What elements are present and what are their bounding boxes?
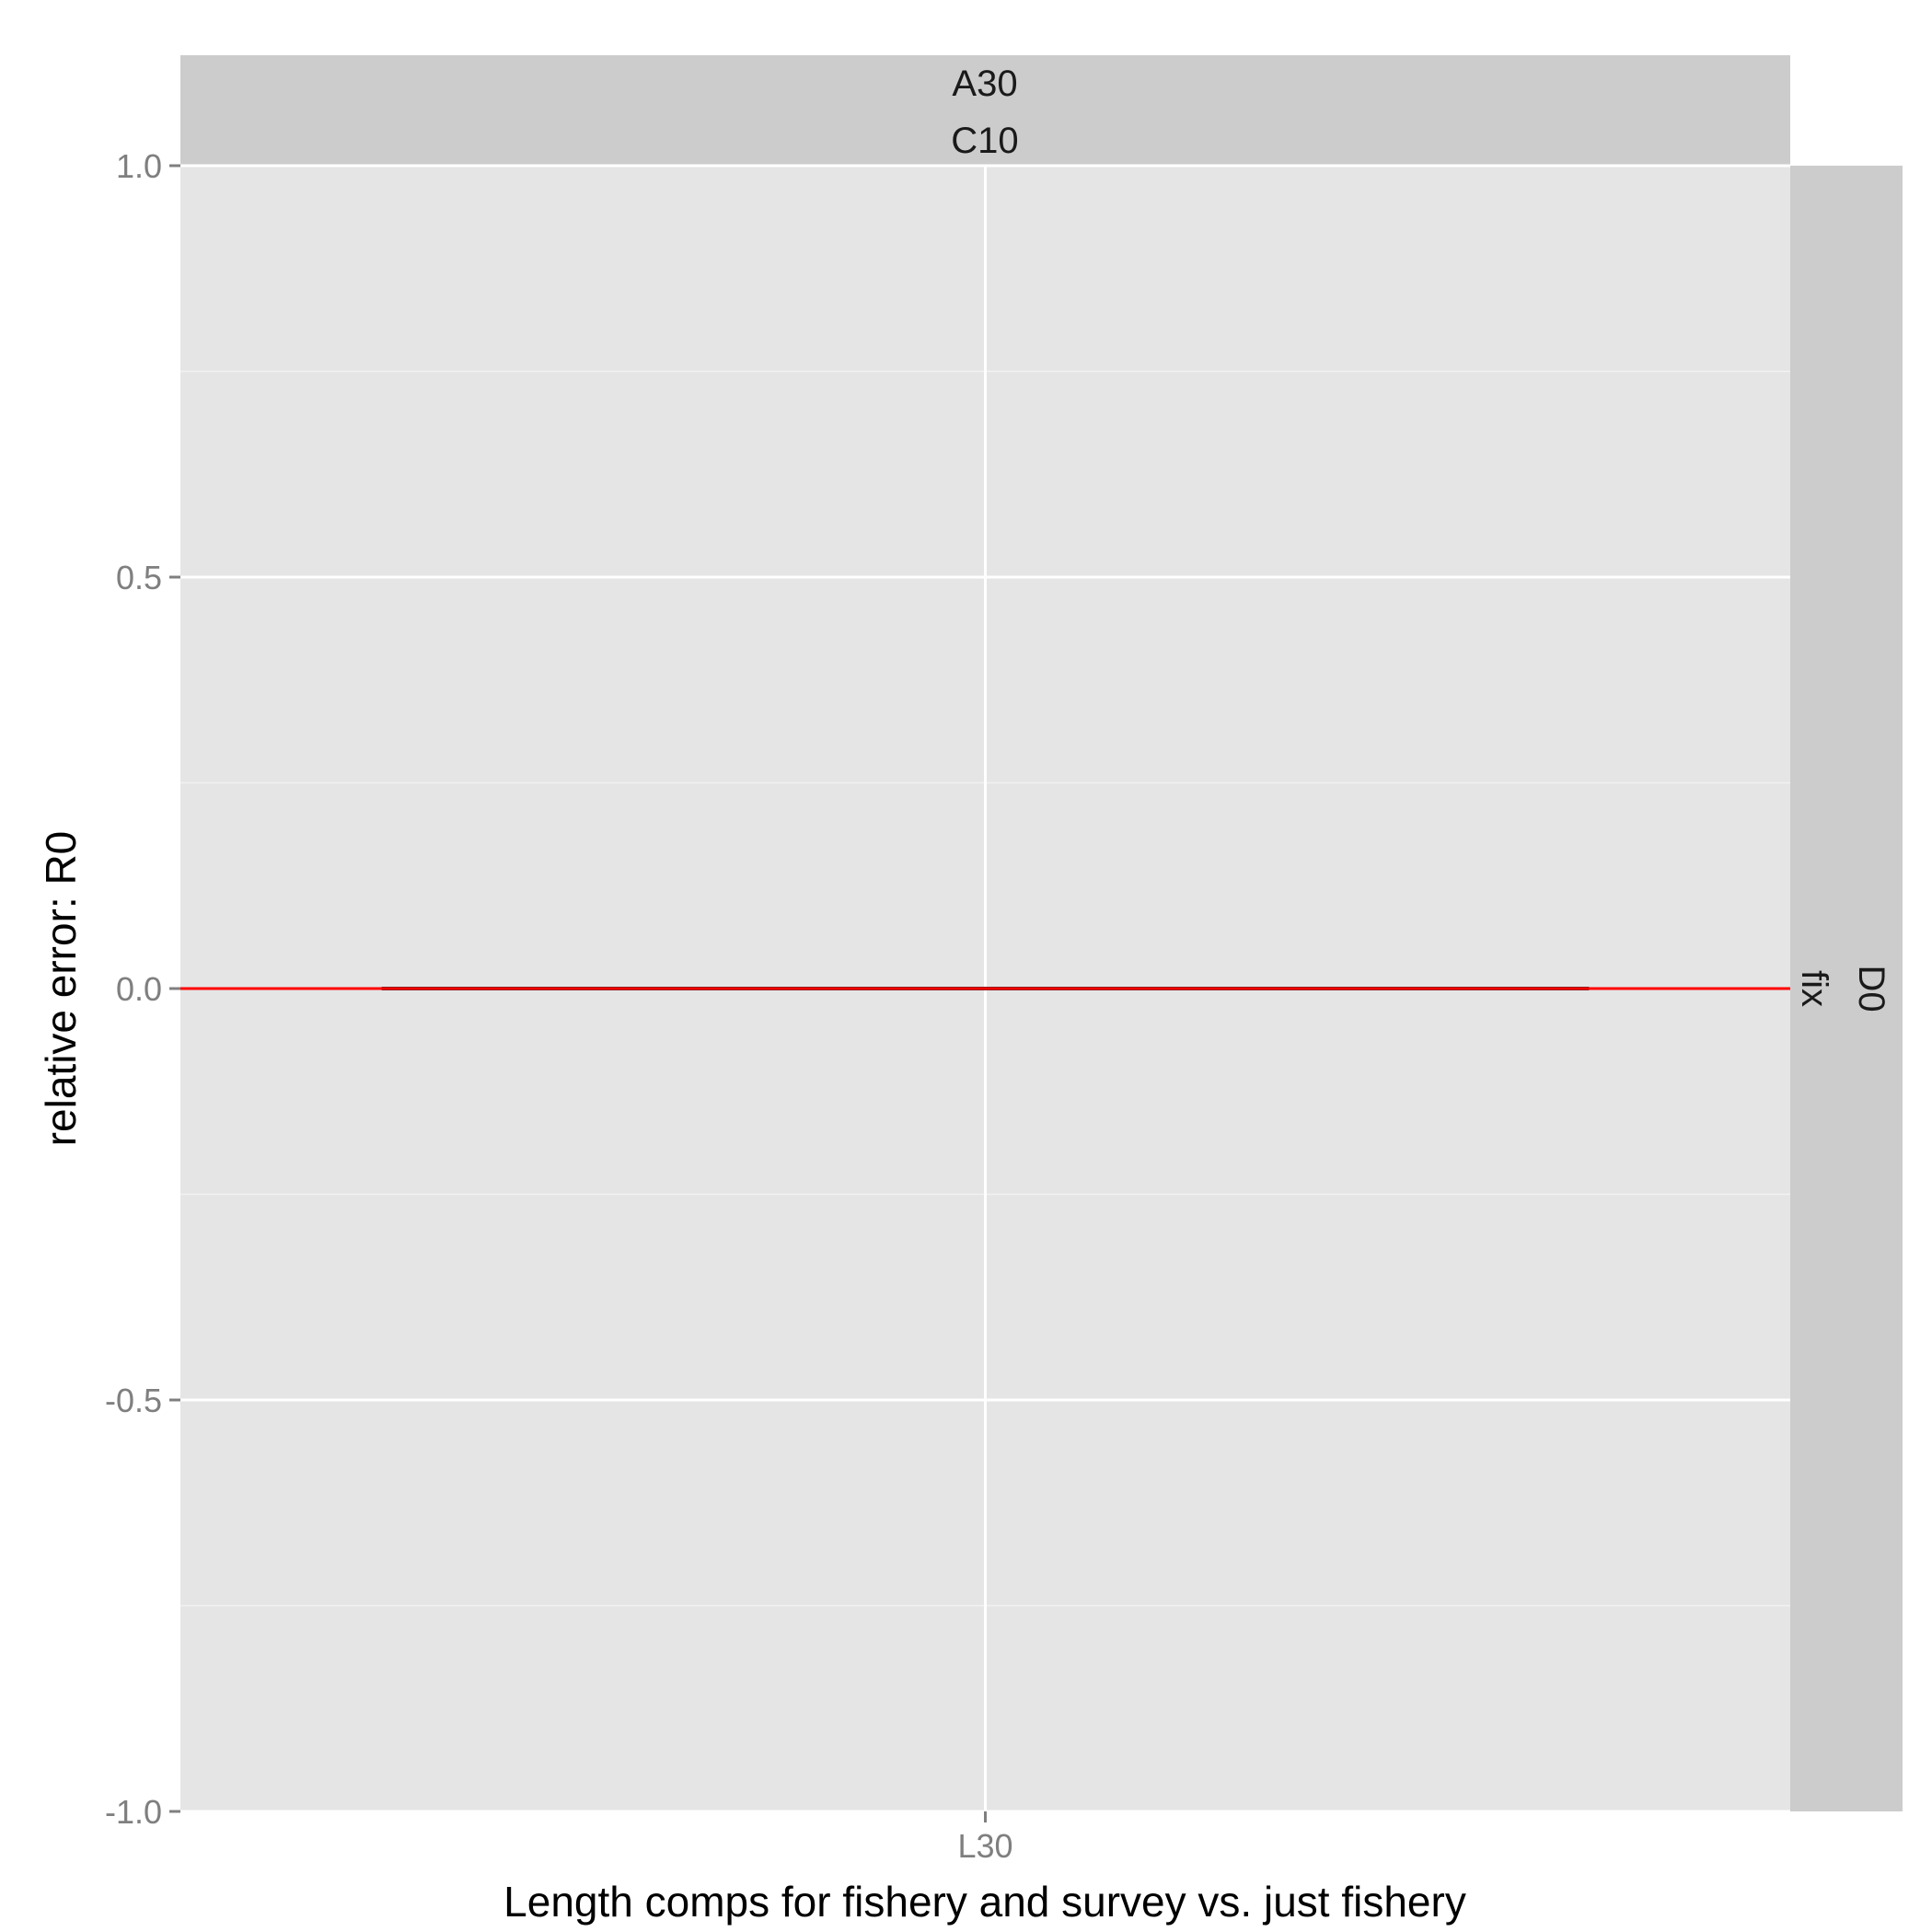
facet-strip-right bbox=[1790, 166, 1903, 1811]
y-tick-label: 0.5 bbox=[116, 559, 162, 596]
y-axis: -1.0 -0.5 0.0 0.5 1.0 bbox=[105, 147, 180, 1831]
y-tick-label: -0.5 bbox=[105, 1382, 162, 1419]
facet-strip-right-label-1: D0 bbox=[1851, 965, 1892, 1012]
x-axis-title: Length comps for fishery and survey vs. … bbox=[503, 1878, 1466, 1926]
y-tick-label: 1.0 bbox=[116, 147, 162, 185]
facet-strip-right-label-2: fix bbox=[1794, 970, 1834, 1007]
y-tick-label: -1.0 bbox=[105, 1793, 162, 1831]
x-tick-label: L30 bbox=[957, 1827, 1012, 1865]
y-tick-label: 0.0 bbox=[116, 970, 162, 1008]
facet-strip-top-label-2: C10 bbox=[951, 121, 1018, 161]
facet-strip-top-label-1: A30 bbox=[952, 64, 1017, 104]
facet-strip-top bbox=[180, 55, 1790, 166]
y-axis-title: relative error: R0 bbox=[37, 831, 85, 1147]
x-axis: L30 bbox=[957, 1811, 1013, 1865]
